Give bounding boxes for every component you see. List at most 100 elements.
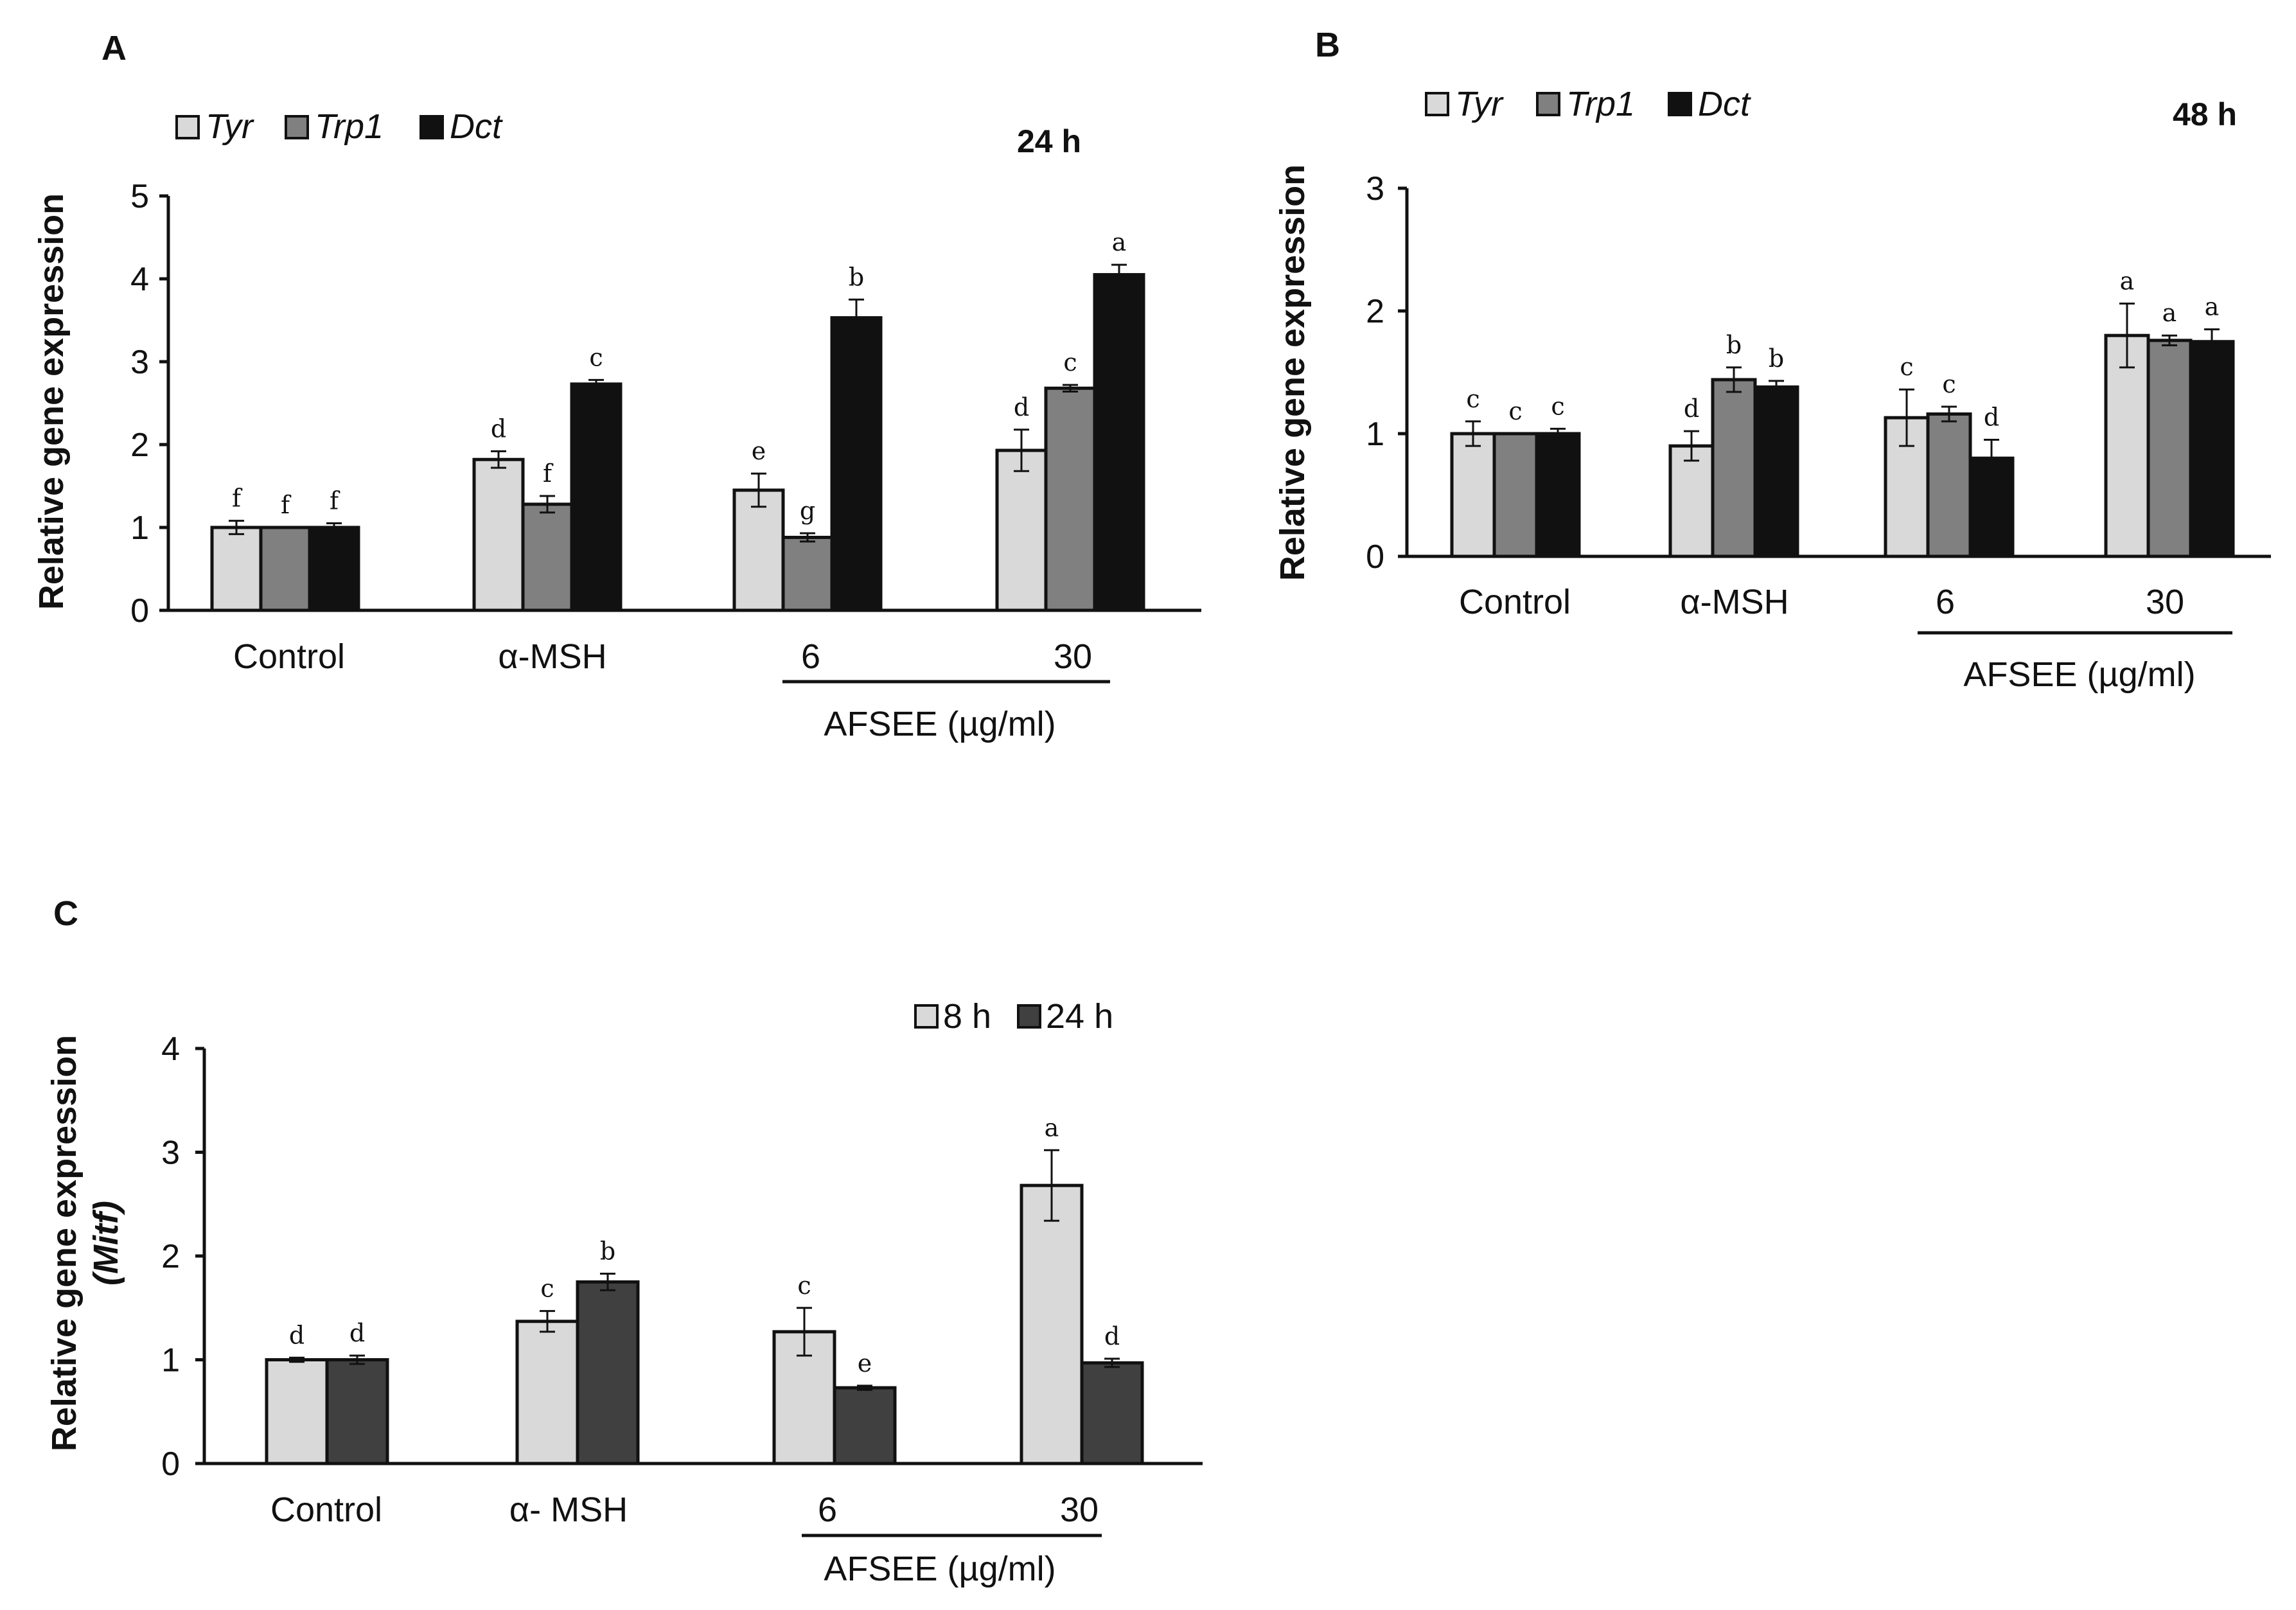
panel-a-y-axis-label: Relative gene expression [32, 193, 71, 610]
bar-dct-0 [308, 526, 360, 612]
legend-swatch-tyr [1425, 92, 1449, 116]
significance-letter: d [1984, 403, 1999, 432]
y-tick-label: 1 [1366, 416, 1384, 453]
y-tick-label: 0 [130, 592, 149, 630]
y-tick-label: 3 [161, 1135, 180, 1172]
panel-a-category-amsh: α-MSH [498, 637, 606, 676]
legend-label-24h: 24 h [1046, 997, 1113, 1036]
significance-letter: f [232, 484, 243, 513]
significance-letter: a [2162, 299, 2177, 327]
significance-letter: b [600, 1237, 615, 1265]
significance-letter: a [2120, 267, 2135, 296]
bar-tyr-3 [2104, 333, 2150, 558]
legend-swatch-trp1 [285, 115, 309, 139]
panel-a-category-control: Control [233, 637, 345, 676]
significance-letter: d [289, 1321, 305, 1349]
panel-c-category-control: Control [270, 1491, 382, 1529]
panel-a-category-6: 6 [801, 637, 820, 676]
panel-c-y-axis-label: Relative gene expression [45, 1035, 84, 1451]
significance-letter: b [1769, 344, 1784, 373]
panel-a-y-ticks: 0 1 2 3 4 5 [130, 178, 168, 630]
panel-a-category-30: 30 [1054, 637, 1092, 676]
panel-c-category-6: 6 [818, 1491, 837, 1529]
bar-8h-0 [265, 1358, 329, 1465]
bar-dct-1 [1753, 385, 1799, 558]
significance-letter: c [1551, 392, 1564, 420]
bar-dct-3 [2189, 340, 2235, 558]
significance-letter: e [858, 1349, 872, 1377]
panel-c: C 8 h 24 h Relative gene expression (Mit… [45, 894, 1203, 1588]
legend-swatch-trp1 [1536, 92, 1560, 116]
y-tick-label: 1 [130, 509, 149, 547]
panel-b-category-control: Control [1459, 583, 1571, 621]
bar-tyr-3 [995, 448, 1048, 612]
bar-trp1-0 [259, 526, 312, 612]
legend-label-trp1: Trp1 [1566, 85, 1635, 123]
bar-trp1-0 [1492, 432, 1539, 558]
bar-tyr-0 [1450, 432, 1496, 558]
y-tick-label: 1 [161, 1342, 180, 1379]
bar-dct-0 [1535, 432, 1581, 558]
panel-a: A 24 h Tyr Trp1 Dct Relative gene expres… [32, 29, 1201, 743]
panel-b-y-ticks: 0 1 2 3 [1366, 170, 1407, 576]
bar-trp1-2 [781, 535, 834, 612]
panel-a-time-label: 24 h [1017, 123, 1081, 159]
significance-letter: d [491, 414, 506, 443]
significance-letter: c [1466, 385, 1479, 413]
panel-b: B 48 h Tyr Trp1 Dct Relative gene expres… [1273, 26, 2271, 694]
bar-trp1-1 [1711, 378, 1757, 558]
panel-c-group-label: AFSEE (µg/ml) [824, 1550, 1055, 1588]
legend-label-dct: Dct [1698, 85, 1751, 123]
panel-c-category-amsh: α- MSH [509, 1491, 628, 1529]
significance-letter: c [1900, 353, 1913, 381]
bar-dct-2 [830, 316, 883, 612]
legend-swatch-8h [914, 1004, 939, 1029]
significance-letter: b [849, 263, 864, 291]
significance-letter: c [1942, 370, 1956, 398]
bar-tyr-0 [210, 526, 263, 612]
significance-letter: d [1014, 393, 1029, 421]
significance-letter: d [1684, 394, 1699, 423]
y-tick-label: 4 [130, 261, 149, 298]
panel-c-bars: d c c a d b e d [265, 1113, 1144, 1465]
panel-c-category-30: 30 [1060, 1491, 1099, 1529]
legend-swatch-24h [1017, 1004, 1041, 1029]
legend-label-dct: Dct [450, 107, 503, 146]
panel-b-category-6: 6 [1936, 583, 1955, 621]
significance-letter: c [589, 343, 603, 371]
legend-label-tyr: Tyr [1455, 85, 1504, 123]
panel-b-group-label: AFSEE (µg/ml) [1963, 655, 2195, 694]
legend-label-trp1: Trp1 [315, 107, 384, 146]
legend-label-tyr: Tyr [206, 107, 254, 146]
significance-letter: b [1726, 331, 1742, 359]
significance-letter: a [1045, 1113, 1059, 1142]
legend-swatch-tyr [175, 115, 200, 139]
bar-tyr-1 [1668, 444, 1715, 558]
bar-8h-3 [1020, 1183, 1084, 1465]
y-tick-label: 0 [1366, 538, 1384, 576]
panel-b-y-axis-label: Relative gene expression [1273, 164, 1312, 581]
panel-c-legend: 8 h 24 h [914, 997, 1113, 1036]
panel-c-y-axis-sublabel: (Mitf) [87, 1201, 125, 1286]
bar-24h-3 [1080, 1361, 1144, 1465]
significance-letter: e [752, 437, 766, 465]
legend-swatch-dct [1668, 92, 1692, 116]
y-tick-label: 4 [161, 1031, 180, 1068]
bar-tyr-2 [732, 488, 785, 612]
significance-letter: d [349, 1319, 365, 1347]
y-tick-label: 2 [1366, 293, 1384, 330]
significance-letter: c [797, 1271, 811, 1300]
bar-8h-1 [515, 1320, 579, 1465]
bar-tyr-1 [472, 457, 525, 612]
panel-b-category-30: 30 [2146, 583, 2184, 621]
panel-a-bars: f d e d f f g c f c b a [210, 228, 1145, 612]
panel-b-category-amsh: α-MSH [1680, 583, 1788, 621]
panel-a-legend: Tyr Trp1 Dct [175, 107, 503, 146]
panel-a-group-label: AFSEE (µg/ml) [824, 705, 1055, 743]
bar-trp1-3 [2146, 339, 2193, 558]
significance-letter: d [1104, 1322, 1120, 1350]
significance-letter: f [543, 459, 554, 488]
bar-dct-1 [570, 382, 623, 612]
